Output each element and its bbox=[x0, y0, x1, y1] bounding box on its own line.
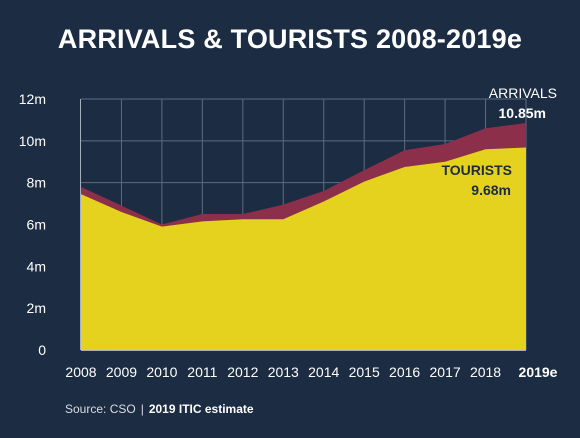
arrivals-annotation-value: 10.85m bbox=[499, 105, 546, 121]
x-tick-label: 2014 bbox=[308, 364, 339, 380]
x-tick-label: 2011 bbox=[187, 364, 217, 380]
tourists-annotation-value: 9.68m bbox=[471, 182, 511, 198]
x-tick-label: 2017 bbox=[430, 364, 461, 380]
x-tick-label: 2013 bbox=[268, 364, 299, 380]
x-tick-label: 2019e bbox=[519, 364, 558, 380]
tourists-annotation-label: TOURISTS bbox=[441, 162, 512, 178]
x-tick-label: 2016 bbox=[389, 364, 420, 380]
y-tick-label: 2m bbox=[27, 300, 46, 316]
y-tick-label: 0 bbox=[38, 342, 46, 358]
x-tick-label: 2008 bbox=[65, 364, 96, 380]
y-tick-label: 4m bbox=[27, 258, 46, 274]
y-tick-label: 12m bbox=[19, 91, 46, 107]
x-tick-label: 2012 bbox=[227, 364, 258, 380]
x-tick-label: 2018 bbox=[470, 364, 501, 380]
arrivals-annotation-label: ARRIVALS bbox=[489, 85, 557, 101]
y-tick-label: 6m bbox=[27, 217, 46, 233]
source-text: Source: CSO bbox=[65, 402, 136, 416]
source-line: Source: CSO | 2019 ITIC estimate bbox=[65, 402, 254, 416]
source-separator: | bbox=[140, 402, 144, 416]
chart-title: ARRIVALS & TOURISTS 2008-2019e bbox=[57, 24, 523, 54]
x-tick-label: 2009 bbox=[106, 364, 137, 380]
tourists-area bbox=[81, 147, 526, 350]
y-tick-label: 8m bbox=[27, 175, 46, 191]
y-tick-label: 10m bbox=[19, 133, 46, 149]
x-tick-label: 2010 bbox=[146, 364, 177, 380]
estimate-note: 2019 ITIC estimate bbox=[148, 402, 254, 416]
x-tick-label: 2015 bbox=[349, 364, 380, 380]
